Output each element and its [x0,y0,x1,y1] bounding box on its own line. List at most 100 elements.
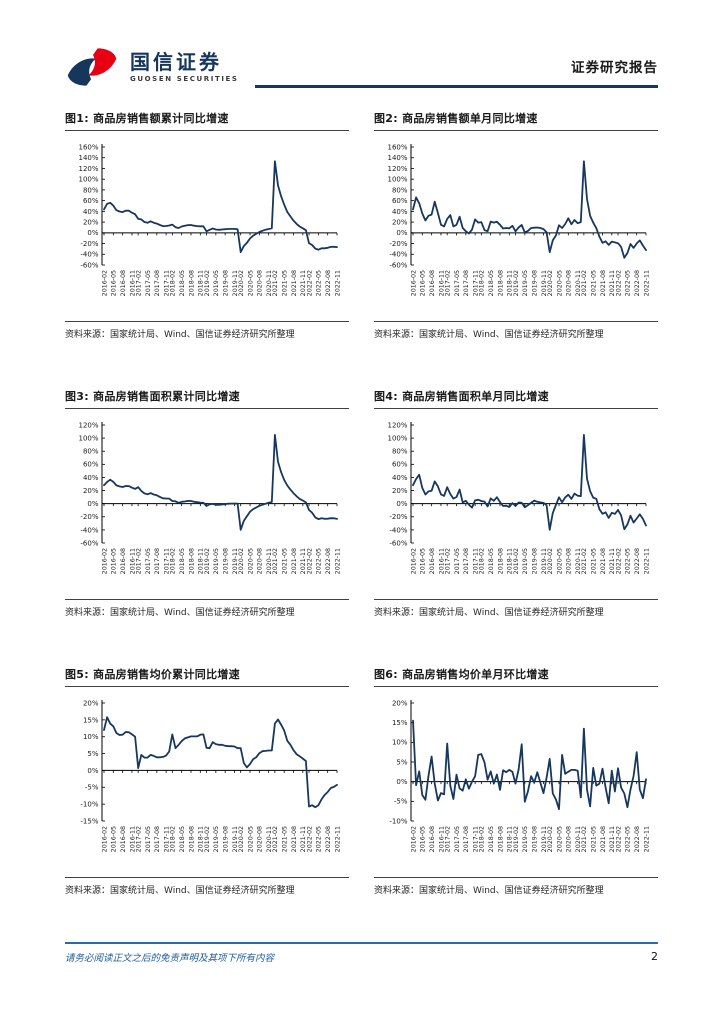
svg-text:120%: 120% [387,421,407,429]
svg-text:2021-11: 2021-11 [300,548,307,574]
svg-text:2020-11: 2020-11 [266,548,273,574]
svg-text:2016-05: 2016-05 [420,826,427,852]
svg-text:2019-11: 2019-11 [232,270,239,296]
svg-text:2020-02: 2020-02 [238,548,245,574]
svg-text:-60%: -60% [80,261,98,269]
figure-4: 图4: 商品房销售面积单月同比增速 120% 100% 80% 60% 40% 20% 0%… [374,388,658,618]
svg-text:2017-05: 2017-05 [145,548,152,574]
svg-text:2021-08: 2021-08 [291,270,298,296]
svg-text:10%: 10% [83,733,99,741]
svg-text:-10%: -10% [80,801,98,809]
svg-text:2017-05: 2017-05 [454,548,461,574]
svg-text:2018-08: 2018-08 [497,548,504,574]
svg-text:2019-05: 2019-05 [213,270,220,296]
svg-text:40%: 40% [392,474,408,482]
svg-text:2021-05: 2021-05 [590,270,597,296]
svg-text:2016-02: 2016-02 [410,548,417,574]
svg-text:2016-02: 2016-02 [101,548,108,574]
svg-text:2022-11: 2022-11 [334,270,341,296]
svg-text:-15%: -15% [80,817,98,825]
svg-text:5%: 5% [396,758,407,766]
svg-text:2019-02: 2019-02 [513,826,520,852]
svg-text:2016-11: 2016-11 [129,826,136,852]
svg-text:15%: 15% [83,716,99,724]
svg-text:2021-05: 2021-05 [590,826,597,852]
figure-2: 图2: 商品房销售额单月同比增速 160% 140% 120% 100% 80% 60% 4… [374,110,658,340]
svg-text:20%: 20% [83,487,99,495]
svg-text:2022-08: 2022-08 [634,270,641,296]
svg-text:2018-08: 2018-08 [188,270,195,296]
svg-text:2016-02: 2016-02 [410,826,417,852]
svg-text:0%: 0% [396,229,407,237]
svg-text:2019-02: 2019-02 [513,270,520,296]
svg-text:-10%: -10% [389,817,407,825]
svg-text:2017-11: 2017-11 [472,270,479,296]
svg-text:20%: 20% [392,699,408,707]
svg-text:-40%: -40% [80,251,98,259]
footer-disclaimer: 请务必阅读正文之后的免责声明及其项下所有内容 [65,953,275,964]
svg-text:2018-02: 2018-02 [479,270,486,296]
svg-text:2017-05: 2017-05 [145,270,152,296]
svg-text:2017-02: 2017-02 [135,270,142,296]
svg-text:-40%: -40% [389,526,407,534]
svg-text:2018-11: 2018-11 [507,826,514,852]
svg-text:160%: 160% [387,143,407,151]
svg-text:20%: 20% [392,218,408,226]
svg-text:2019-05: 2019-05 [213,826,220,852]
svg-text:100%: 100% [78,435,98,443]
svg-text:2021-08: 2021-08 [291,826,298,852]
svg-text:2017-11: 2017-11 [472,826,479,852]
figure-2-line-chart: 160% 140% 120% 100% 80% 60% 40% 20% 0% -20% -40% -6… [387,143,650,296]
svg-text:-60%: -60% [80,539,98,547]
svg-text:2016-11: 2016-11 [438,826,445,852]
svg-text:2019-02: 2019-02 [204,548,211,574]
svg-text:2016-11: 2016-11 [438,548,445,574]
svg-text:2016-11: 2016-11 [129,270,136,296]
svg-text:2019-08: 2019-08 [531,548,538,574]
svg-text:2018-08: 2018-08 [188,548,195,574]
svg-text:60%: 60% [83,197,99,205]
svg-text:2017-08: 2017-08 [463,826,470,852]
svg-text:-20%: -20% [80,240,98,248]
figure-5-source: 资料来源：国家统计局、Wind、国信证券经济研究所整理 [65,877,349,896]
svg-text:140%: 140% [78,154,98,162]
svg-text:2018-08: 2018-08 [188,826,195,852]
svg-text:80%: 80% [392,448,408,456]
svg-text:2022-08: 2022-08 [634,548,641,574]
svg-text:2017-08: 2017-08 [154,270,161,296]
figure-3: 图3: 商品房销售面积累计同比增速 120% 100% 80% 60% 40% 20% 0%… [65,388,349,618]
svg-text:2021-05: 2021-05 [590,548,597,574]
svg-text:2016-11: 2016-11 [438,270,445,296]
svg-text:80%: 80% [83,186,99,194]
svg-text:2020-02: 2020-02 [547,270,554,296]
svg-text:2022-02: 2022-02 [306,548,313,574]
svg-text:20%: 20% [392,487,408,495]
svg-text:120%: 120% [78,165,98,173]
svg-text:2022-02: 2022-02 [615,270,622,296]
svg-text:2022-05: 2022-05 [316,270,323,296]
guosen-logo-icon [67,48,117,86]
svg-text:2018-02: 2018-02 [170,270,177,296]
svg-text:2018-08: 2018-08 [497,826,504,852]
svg-text:2020-11: 2020-11 [575,548,582,574]
svg-text:-5%: -5% [394,798,408,806]
svg-text:2021-08: 2021-08 [600,826,607,852]
svg-text:5%: 5% [87,750,98,758]
svg-text:2019-11: 2019-11 [232,548,239,574]
svg-text:2017-05: 2017-05 [145,826,152,852]
figure-1: 图1: 商品房销售额累计同比增速 160% 140% 120% 100% 80% 60% 4… [65,110,349,340]
svg-text:2020-08: 2020-08 [566,826,573,852]
svg-text:2019-11: 2019-11 [541,548,548,574]
svg-text:2022-11: 2022-11 [643,826,650,852]
svg-text:2022-08: 2022-08 [325,270,332,296]
svg-text:2020-02: 2020-02 [238,270,245,296]
svg-text:2018-02: 2018-02 [170,548,177,574]
svg-text:2018-05: 2018-05 [179,548,186,574]
svg-text:2018-02: 2018-02 [479,548,486,574]
svg-text:2020-02: 2020-02 [547,548,554,574]
svg-text:2020-05: 2020-05 [556,548,563,574]
figure-4-line-chart: 120%100%80%60%40%20%0%-20%-40%-60%2016-0… [387,421,650,574]
svg-text:2016-05: 2016-05 [420,270,427,296]
svg-text:2017-02: 2017-02 [135,548,142,574]
svg-text:2022-05: 2022-05 [625,270,632,296]
